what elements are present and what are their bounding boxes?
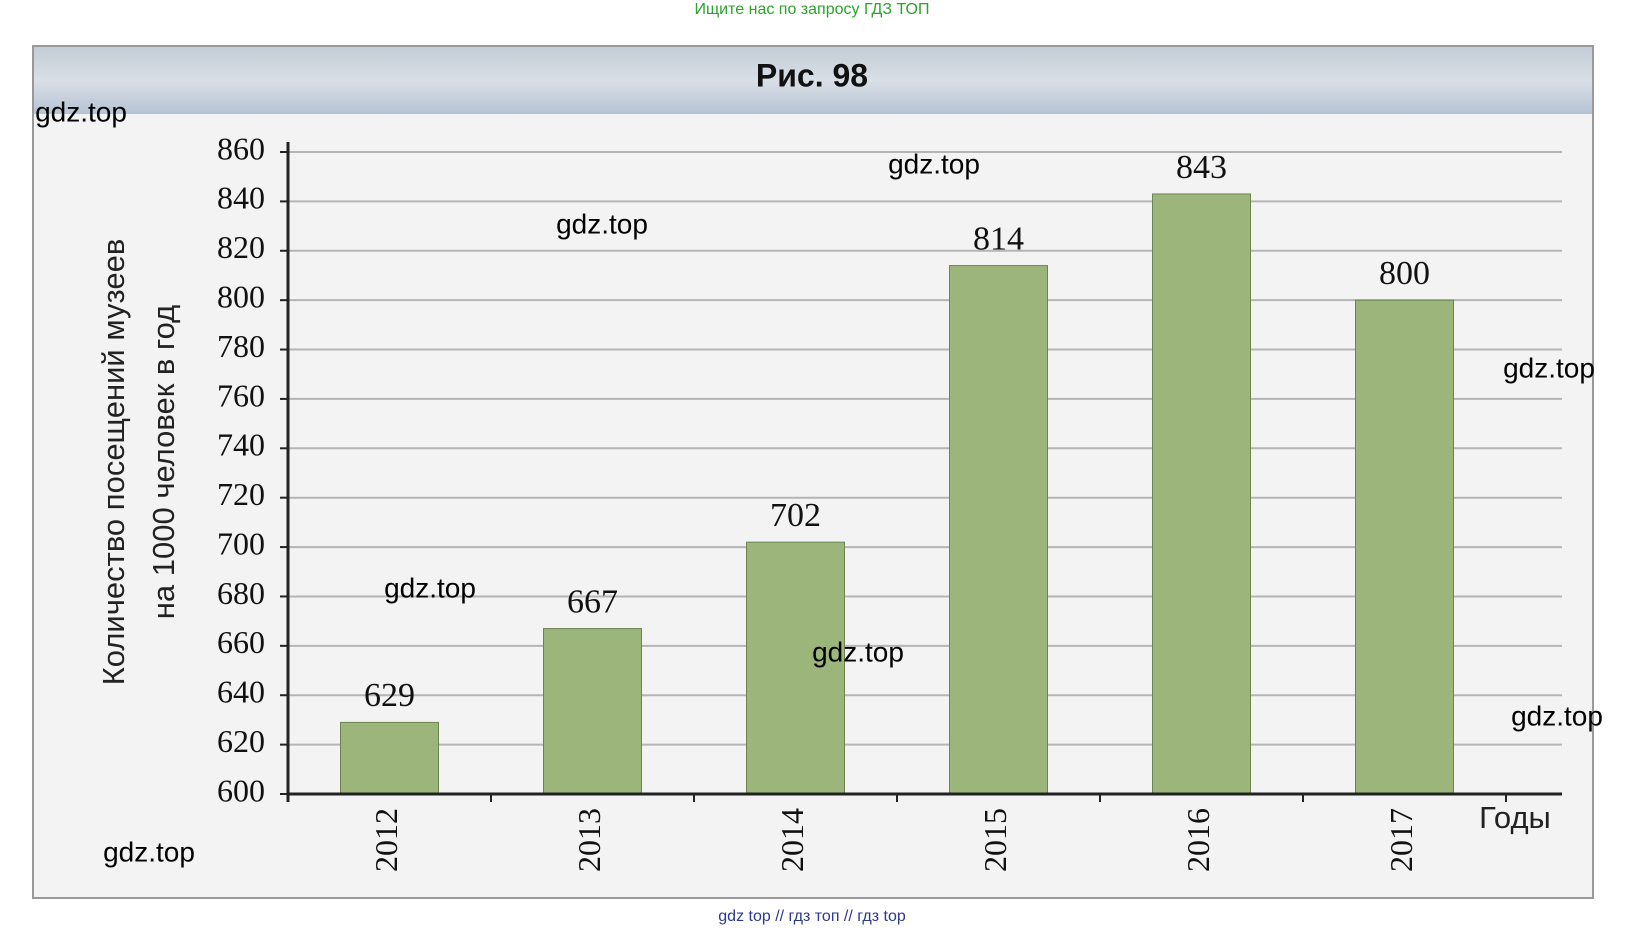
x-tick-group: 2013 (571, 808, 607, 872)
watermark-top: Ищите нас по запросу ГДЗ ТОП (695, 1, 930, 18)
x-tick-group: 2014 (774, 808, 810, 872)
y-tick-label: 820 (217, 229, 265, 265)
watermark: gdz.top (1511, 700, 1603, 731)
y-tick-label: 620 (217, 723, 265, 759)
y-tick-label: 760 (217, 377, 265, 413)
watermark: gdz.top (812, 636, 904, 667)
x-tick-label: 2016 (1180, 808, 1216, 872)
value-label: 667 (567, 583, 618, 620)
y-tick-label: 840 (217, 180, 265, 216)
bar (1152, 193, 1251, 795)
value-label: 800 (1379, 255, 1430, 292)
watermark: gdz.top (103, 836, 195, 867)
watermark-bottom: gdz top // гдз топ // гдз top (718, 908, 906, 925)
y-tick-label: 640 (217, 674, 265, 710)
watermark: gdz.top (384, 572, 476, 603)
x-tick-label: 2014 (774, 808, 810, 872)
x-tick-label: 2012 (368, 808, 404, 872)
x-axis-label: Годы (1479, 800, 1551, 835)
x-tick-label: 2015 (977, 808, 1013, 872)
value-label: 843 (1176, 149, 1227, 186)
x-tick-label: 2017 (1383, 808, 1419, 872)
x-tick-label: 2013 (571, 808, 607, 872)
chart-title: Рис. 98 (756, 57, 868, 93)
bar (949, 265, 1048, 795)
x-tick-group: 2012 (368, 808, 404, 872)
y-tick-label: 680 (217, 575, 265, 611)
y-tick-label: 800 (217, 278, 265, 314)
y-axis-label: Количество посещений музеев (96, 239, 131, 686)
title-band (34, 47, 1592, 114)
value-label: 629 (364, 677, 415, 714)
y-axis-label: на 1000 человек в год (146, 305, 181, 619)
y-tick-label: 720 (217, 476, 265, 512)
y-tick-label: 700 (217, 525, 265, 561)
watermark: gdz.top (35, 96, 127, 127)
y-tick-label: 780 (217, 328, 265, 364)
x-tick-group: 2016 (1180, 808, 1216, 872)
bar (543, 628, 642, 795)
watermark: gdz.top (556, 208, 648, 239)
y-tick-label: 740 (217, 427, 265, 463)
watermark: gdz.top (888, 148, 980, 179)
value-label: 702 (770, 497, 821, 534)
bar (340, 721, 439, 795)
x-tick-group: 2015 (977, 808, 1013, 872)
bar (746, 541, 845, 795)
x-tick-group: 2017 (1383, 808, 1419, 872)
y-tick-label: 600 (217, 772, 265, 808)
bar (1355, 299, 1454, 795)
value-label: 814 (973, 220, 1024, 257)
y-tick-label: 860 (217, 130, 265, 166)
y-tick-label: 660 (217, 624, 265, 660)
watermark: gdz.top (1503, 352, 1595, 383)
